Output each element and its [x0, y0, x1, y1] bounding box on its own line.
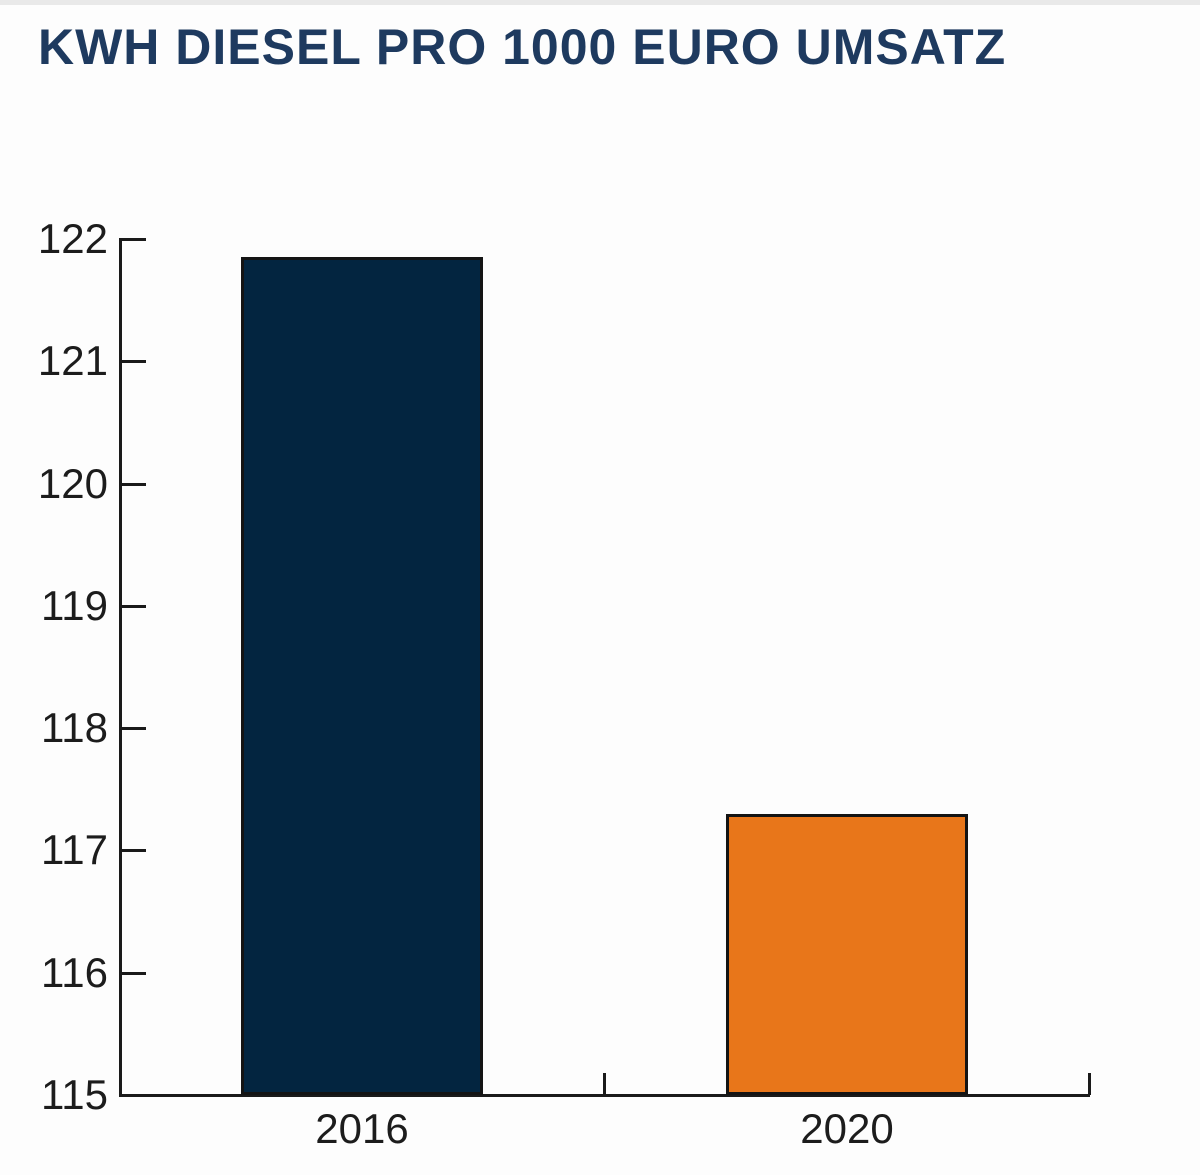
bar-2020	[726, 814, 968, 1095]
y-tick	[120, 605, 146, 608]
x-label-2016: 2016	[315, 1105, 409, 1152]
bar-2016	[241, 257, 483, 1095]
y-axis-line	[119, 238, 122, 1096]
chart-title: KWH DIESEL PRO 1000 EURO UMSATZ	[38, 19, 1007, 75]
y-tick	[120, 360, 146, 363]
y-tick	[120, 972, 146, 975]
x-label-2020: 2020	[800, 1105, 894, 1152]
y-tick-label: 117	[41, 826, 108, 873]
y-tick-label: 118	[41, 704, 108, 751]
x-tick	[1088, 1073, 1091, 1095]
y-tick-label: 115	[41, 1071, 108, 1118]
top-edge-line	[0, 0, 1200, 5]
y-tick-label: 116	[41, 949, 108, 996]
y-tick	[120, 483, 146, 486]
x-axis-line	[119, 1094, 1090, 1097]
y-tick	[120, 238, 146, 241]
y-tick	[120, 849, 146, 852]
y-tick-label: 119	[41, 582, 108, 629]
x-tick	[603, 1073, 606, 1095]
y-tick	[120, 727, 146, 730]
y-tick-label: 121	[37, 337, 108, 384]
y-tick-label: 122	[37, 215, 108, 262]
y-tick-label: 120	[37, 460, 108, 507]
